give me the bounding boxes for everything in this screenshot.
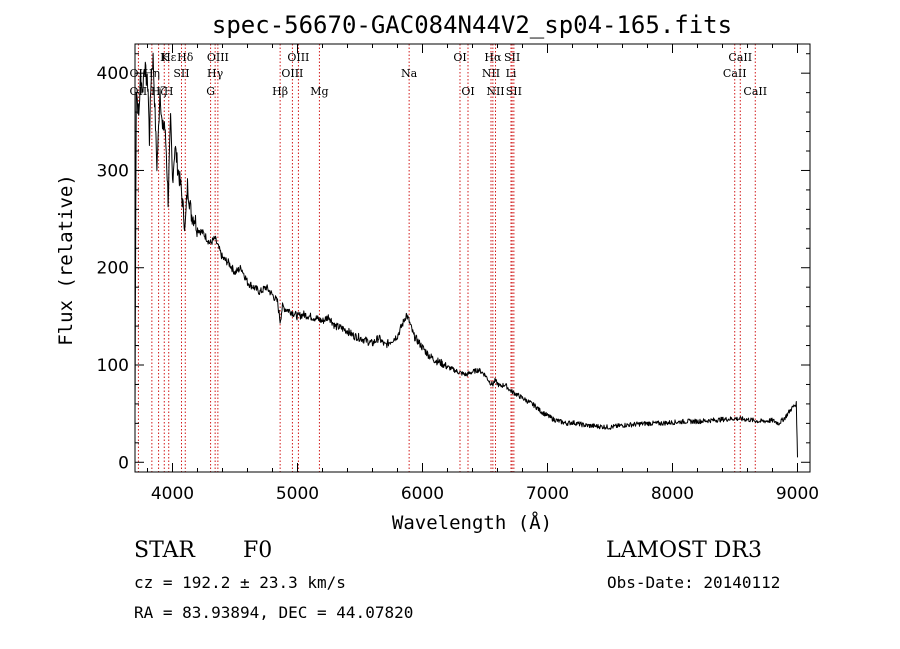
line-label: Hα (484, 51, 502, 64)
y-tick-label: 100 (97, 356, 129, 376)
line-label: Hβ (272, 85, 288, 98)
ra-dec-coordinates: RA = 83.93894, DEC = 44.07820 (134, 603, 414, 622)
line-label: H (164, 85, 174, 98)
y-tick-label: 300 (97, 161, 129, 181)
x-tick-label: 7000 (526, 484, 569, 504)
object-subclass: F0 (243, 538, 273, 563)
y-axis-ticks: 0 100 200 300 400 (97, 53, 810, 473)
line-label: SII (504, 51, 520, 64)
x-tick-label: 6000 (401, 484, 444, 504)
line-label: CaII (743, 85, 767, 98)
x-tick-label: 4000 (151, 484, 194, 504)
spectral-line-markers (137, 44, 756, 472)
line-label: OIII (287, 51, 309, 64)
line-label: K (160, 51, 169, 64)
line-label: OIII (207, 51, 229, 64)
line-label: Hζ (151, 85, 167, 98)
line-label: Hε (161, 51, 177, 64)
x-axis-ticks: 4000 5000 6000 7000 8000 9000 (147, 44, 819, 504)
line-label: NII (482, 67, 500, 80)
observation-date: Obs-Date: 20140112 (607, 573, 781, 592)
line-label: OIII (281, 67, 303, 80)
redshift-velocity: cz = 192.2 ± 23.3 km/s (134, 573, 346, 592)
x-tick-label: 9000 (776, 484, 819, 504)
line-label: Li (506, 67, 517, 80)
line-label: Na (401, 67, 418, 80)
line-label: Hδ (177, 51, 194, 64)
line-label: G (206, 85, 215, 98)
flux-series-line (134, 52, 798, 458)
x-tick-label: 8000 (651, 484, 694, 504)
line-label: OI (453, 51, 466, 64)
line-label: OI (461, 85, 474, 98)
plot-frame (134, 43, 811, 473)
chart-title: spec-56670-GAC084N44V2_sp04-165.fits (212, 11, 732, 39)
x-axis-label: Wavelength (Å) (392, 511, 552, 534)
y-tick-label: 400 (97, 64, 129, 84)
line-label: CaII (723, 67, 747, 80)
object-class: STAR (134, 538, 195, 563)
line-label: SII (173, 67, 189, 80)
survey-name: LAMOST DR3 (606, 538, 762, 563)
line-label: Hγ (207, 67, 224, 80)
x-tick-label: 5000 (276, 484, 319, 504)
y-tick-label: 0 (118, 453, 129, 473)
line-label: SII (506, 85, 522, 98)
y-tick-label: 200 (97, 259, 129, 279)
line-label: NII (486, 85, 504, 98)
line-label: Mg (310, 85, 328, 98)
line-label: OII (130, 85, 148, 98)
y-axis-label: Flux (relative) (55, 174, 77, 346)
line-label: CaII (728, 51, 752, 64)
